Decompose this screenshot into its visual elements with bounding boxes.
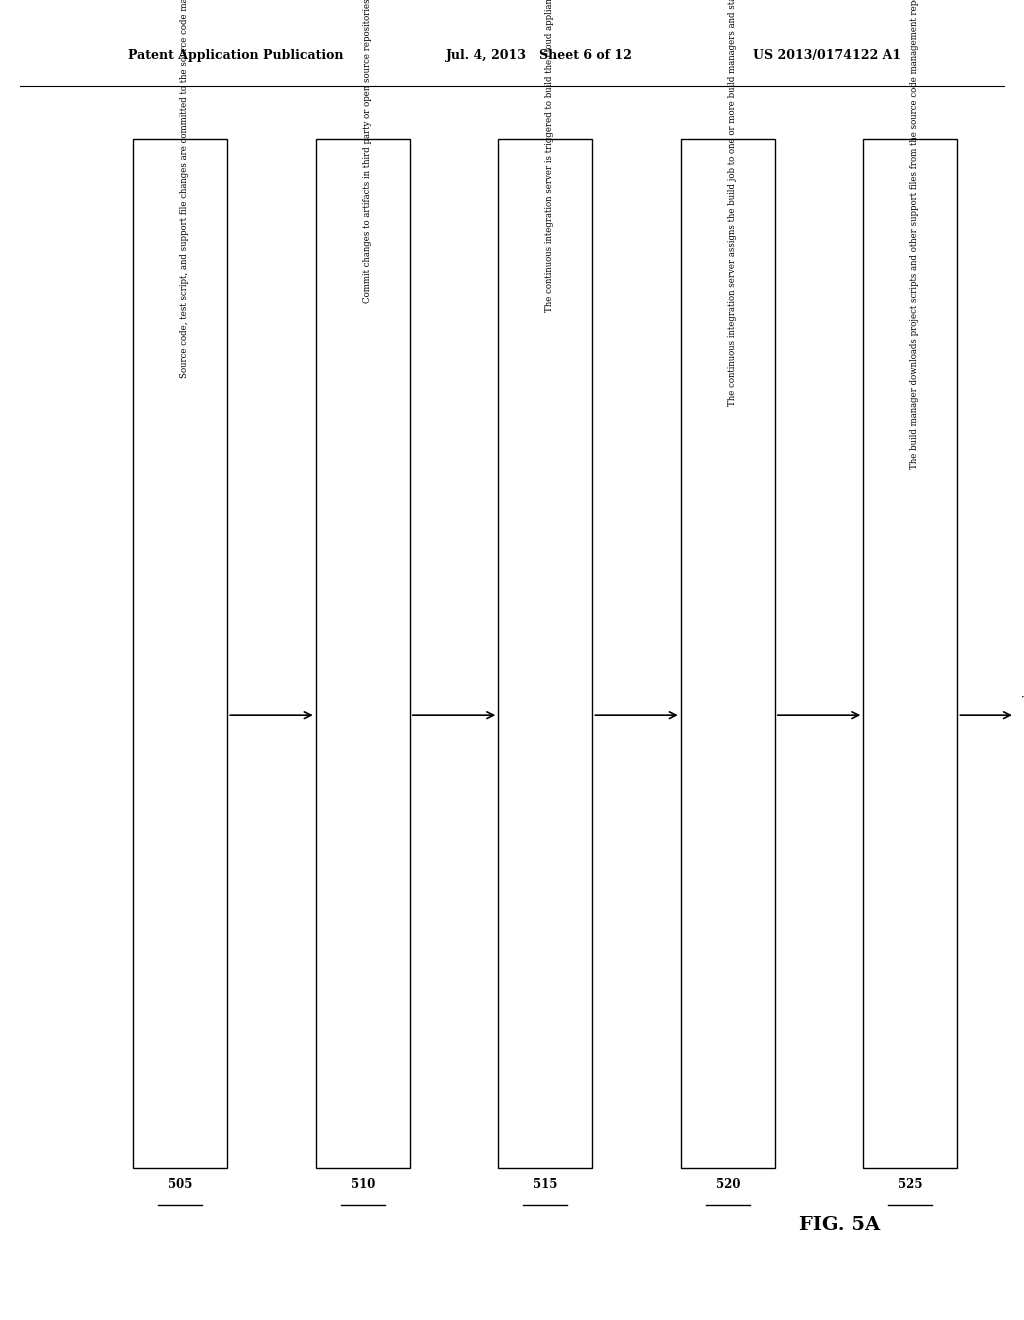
Text: Source code, test script, and support file changes are committed to the source c: Source code, test script, and support fi… xyxy=(180,0,189,378)
Bar xyxy=(863,139,957,1168)
Bar xyxy=(133,139,227,1168)
Text: Jul. 4, 2013   Sheet 6 of 12: Jul. 4, 2013 Sheet 6 of 12 xyxy=(445,49,632,62)
Text: Patent Application Publication: Patent Application Publication xyxy=(128,49,343,62)
Text: 515: 515 xyxy=(534,1179,557,1191)
Bar xyxy=(499,139,592,1168)
Text: 525: 525 xyxy=(898,1179,923,1191)
Text: 520: 520 xyxy=(716,1179,740,1191)
Text: Commit changes to artifacts in third party or open source repositories: Commit changes to artifacts in third par… xyxy=(362,0,372,302)
Text: FIG. 5A: FIG. 5A xyxy=(799,1216,881,1234)
Text: The continuous integration server is triggered to build the cloud appliance: The continuous integration server is tri… xyxy=(546,0,554,313)
Text: 505: 505 xyxy=(168,1179,193,1191)
Text: The continuous integration server assigns the build job to one or more build man: The continuous integration server assign… xyxy=(728,0,737,407)
Text: To step 530: To step 530 xyxy=(1022,696,1024,705)
Text: The build manager downloads project scripts and other support files from the sou: The build manager downloads project scri… xyxy=(910,0,920,469)
Bar xyxy=(681,139,775,1168)
Text: US 2013/0174122 A1: US 2013/0174122 A1 xyxy=(753,49,901,62)
Bar xyxy=(315,139,410,1168)
Text: 510: 510 xyxy=(350,1179,375,1191)
